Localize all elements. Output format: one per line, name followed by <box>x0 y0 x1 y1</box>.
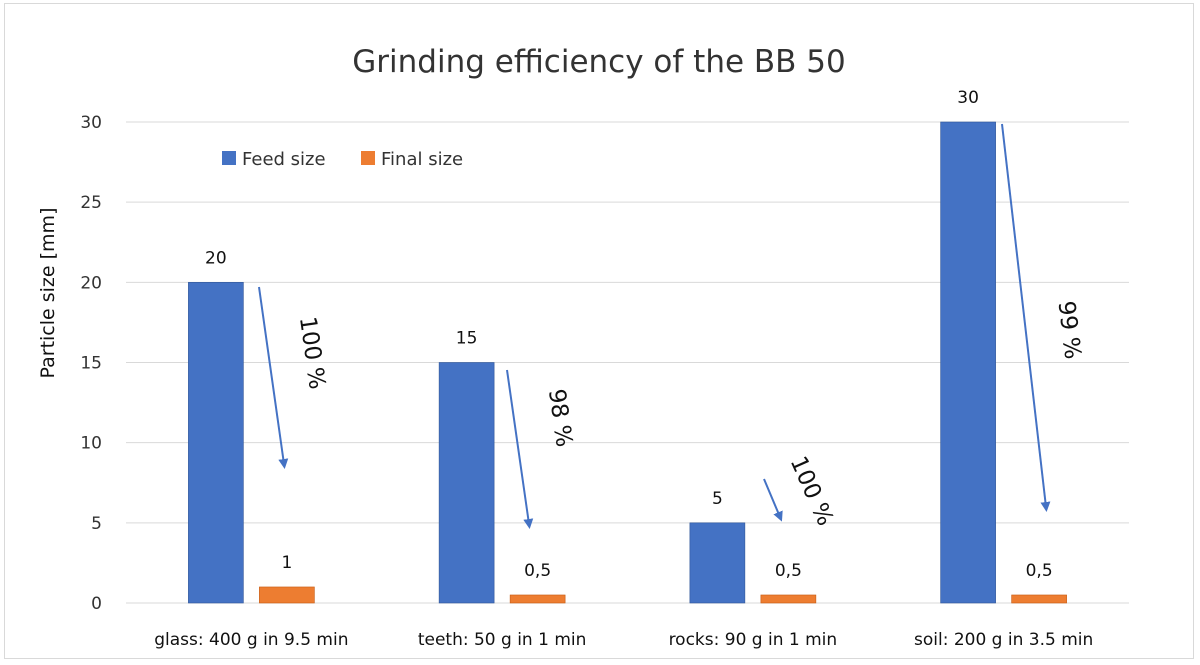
y-tick-label: 10 <box>80 434 102 454</box>
reduction-arrow-4 <box>1001 123 1051 512</box>
x-category-label: glass: 400 g in 9.5 min <box>154 630 348 650</box>
y-axis-label: Particle size [mm] <box>37 208 59 379</box>
chart-frame: Grinding efficiency of the BB 50 Particl… <box>4 3 1194 659</box>
feed-size-bar-4 <box>940 121 996 604</box>
bar-chart: Grinding efficiency of the BB 50 Particl… <box>37 44 1129 650</box>
final-size-label-1: 1 <box>281 553 292 573</box>
final-size-bar-2 <box>509 594 566 604</box>
bars <box>188 121 1067 604</box>
feed-size-label-4: 30 <box>957 88 979 108</box>
legend-swatch-final-size <box>361 151 375 165</box>
reduction-arrow-3 <box>763 478 783 522</box>
reduction-arrow-1 <box>258 286 289 469</box>
y-tick-label: 25 <box>80 193 102 213</box>
final-size-bar-3 <box>760 594 817 604</box>
gridlines <box>126 121 1129 604</box>
y-tick-label: 0 <box>91 594 102 614</box>
feed-size-label-1: 20 <box>205 248 227 268</box>
x-category-label: soil: 200 g in 3.5 min <box>914 630 1093 650</box>
reduction-arrow-2 <box>506 369 534 529</box>
final-size-label-3: 0,5 <box>775 561 802 581</box>
y-tick-label: 20 <box>80 273 102 293</box>
chart-title: Grinding efficiency of the BB 50 <box>352 44 845 80</box>
legend-label-final-size: Final size <box>381 149 463 170</box>
legend-label-feed-size: Feed size <box>242 149 326 170</box>
legend-swatch-feed-size <box>222 151 236 165</box>
x-category-label: teeth: 50 g in 1 min <box>418 630 587 650</box>
x-category-label: rocks: 90 g in 1 min <box>669 630 838 650</box>
final-size-bar-1 <box>259 586 315 604</box>
final-size-label-2: 0,5 <box>524 561 551 581</box>
feed-size-bar-3 <box>689 522 746 604</box>
final-size-bar-4 <box>1011 594 1067 604</box>
reduction-percent-label-4: 99 % <box>1052 300 1085 361</box>
feed-size-label-3: 5 <box>712 489 723 509</box>
y-axis-ticks: 0 5 10 15 20 25 30 <box>80 113 102 614</box>
reduction-percent-label-3: 100 % <box>785 452 838 529</box>
y-tick-label: 5 <box>91 514 102 534</box>
feed-size-bar-2 <box>438 362 495 604</box>
y-tick-label: 15 <box>80 354 102 374</box>
legend: Feed size Final size <box>222 149 463 170</box>
feed-size-label-2: 15 <box>456 329 478 349</box>
reduction-percent-label-1: 100 % <box>294 315 330 391</box>
data-labels: 20 1 15 0,5 5 0,5 30 0,5 <box>205 88 1053 581</box>
x-axis-categories: glass: 400 g in 9.5 min teeth: 50 g in 1 … <box>154 630 1093 650</box>
reduction-percent-label-2: 98 % <box>543 387 577 448</box>
final-size-label-4: 0,5 <box>1026 561 1053 581</box>
y-tick-label: 30 <box>80 113 102 133</box>
feed-size-bar-1 <box>188 282 244 604</box>
